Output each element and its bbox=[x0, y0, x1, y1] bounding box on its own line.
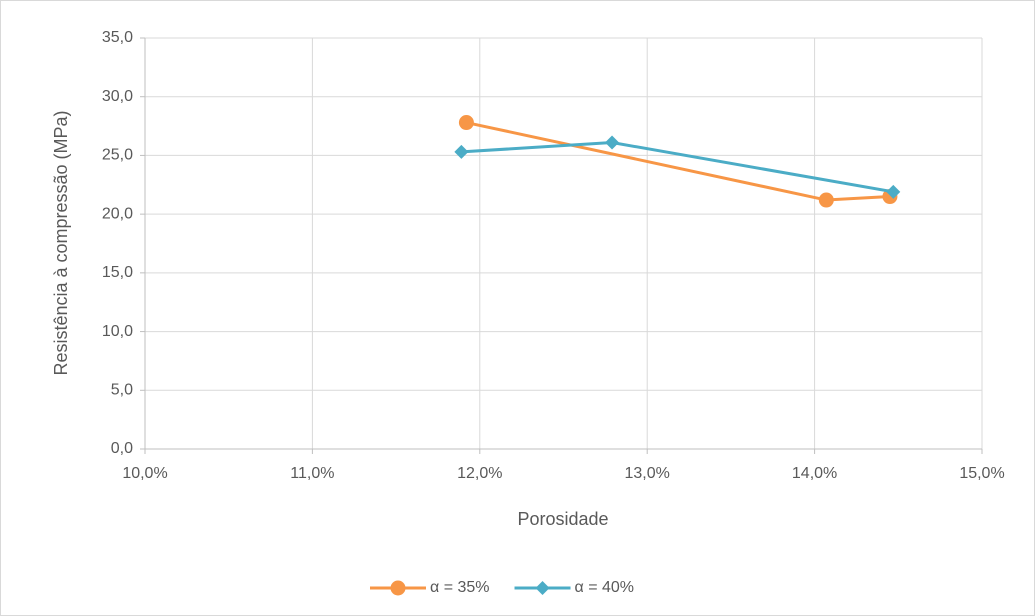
x-tick-label: 14,0% bbox=[792, 465, 837, 482]
y-tick-label: 10,0 bbox=[102, 323, 133, 340]
x-tick-label: 13,0% bbox=[625, 465, 670, 482]
x-axis-title: Porosidade bbox=[517, 509, 608, 529]
y-tick-label: 0,0 bbox=[111, 440, 133, 457]
marker bbox=[454, 144, 469, 159]
y-tick-label: 30,0 bbox=[102, 88, 133, 105]
legend-marker bbox=[535, 581, 550, 595]
marker bbox=[818, 192, 834, 208]
y-tick-label: 35,0 bbox=[102, 29, 133, 46]
y-axis-title: Resistência à compressão (MPa) bbox=[51, 110, 71, 375]
y-tick-label: 15,0 bbox=[102, 264, 133, 281]
legend-marker bbox=[390, 580, 406, 596]
x-tick-label: 11,0% bbox=[290, 465, 334, 482]
marker bbox=[458, 115, 474, 131]
y-tick-label: 20,0 bbox=[102, 205, 133, 222]
x-tick-label: 12,0% bbox=[457, 465, 502, 482]
marker bbox=[605, 135, 620, 150]
marker bbox=[886, 184, 901, 199]
x-tick-label: 15,0% bbox=[959, 465, 1004, 482]
legend-label: α = 35% bbox=[430, 579, 490, 596]
x-tick-label: 10,0% bbox=[122, 465, 167, 482]
legend-label: α = 40% bbox=[575, 579, 635, 596]
y-tick-label: 5,0 bbox=[111, 382, 133, 399]
y-tick-label: 25,0 bbox=[102, 147, 133, 164]
